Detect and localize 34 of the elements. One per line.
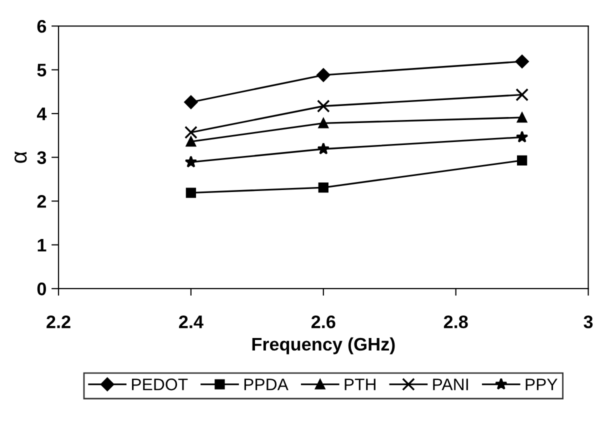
point — [186, 188, 196, 198]
y-axis-title: α — [14, 152, 27, 163]
point — [186, 136, 196, 147]
point — [184, 95, 198, 109]
point — [317, 142, 330, 154]
y-tick-label: 0 — [37, 282, 46, 296]
point — [316, 68, 330, 82]
y-tick-label: 3 — [37, 151, 46, 164]
point — [316, 100, 330, 113]
point — [516, 130, 528, 143]
legend-label: PTH — [344, 378, 376, 390]
legend-label: PPY — [526, 378, 558, 390]
point — [515, 54, 529, 68]
point — [516, 155, 528, 166]
point — [318, 182, 328, 193]
y-tick-label: 5 — [37, 64, 46, 77]
point — [318, 118, 328, 128]
point — [516, 88, 529, 102]
x-tick-label: 2.8 — [444, 315, 468, 328]
x-tick-label: 2.2 — [46, 315, 70, 328]
y-tick-label: 4 — [36, 108, 47, 120]
point — [184, 126, 198, 139]
x-tick-label: 2.6 — [311, 315, 336, 328]
y-tick-label: 1 — [38, 238, 46, 252]
legend-label: PEDOT — [132, 378, 188, 390]
x-axis-title: Frequency (GHz) — [252, 337, 395, 354]
point — [184, 156, 198, 168]
legend-label: PPDA — [244, 378, 288, 390]
legend-label: PANI — [433, 378, 468, 390]
x-tick-label: 2.4 — [179, 315, 204, 328]
point — [516, 112, 528, 123]
y-tick-label: 6 — [37, 20, 46, 33]
x-tick-label: 3 — [584, 315, 593, 328]
y-tick-label: 2 — [37, 195, 46, 208]
